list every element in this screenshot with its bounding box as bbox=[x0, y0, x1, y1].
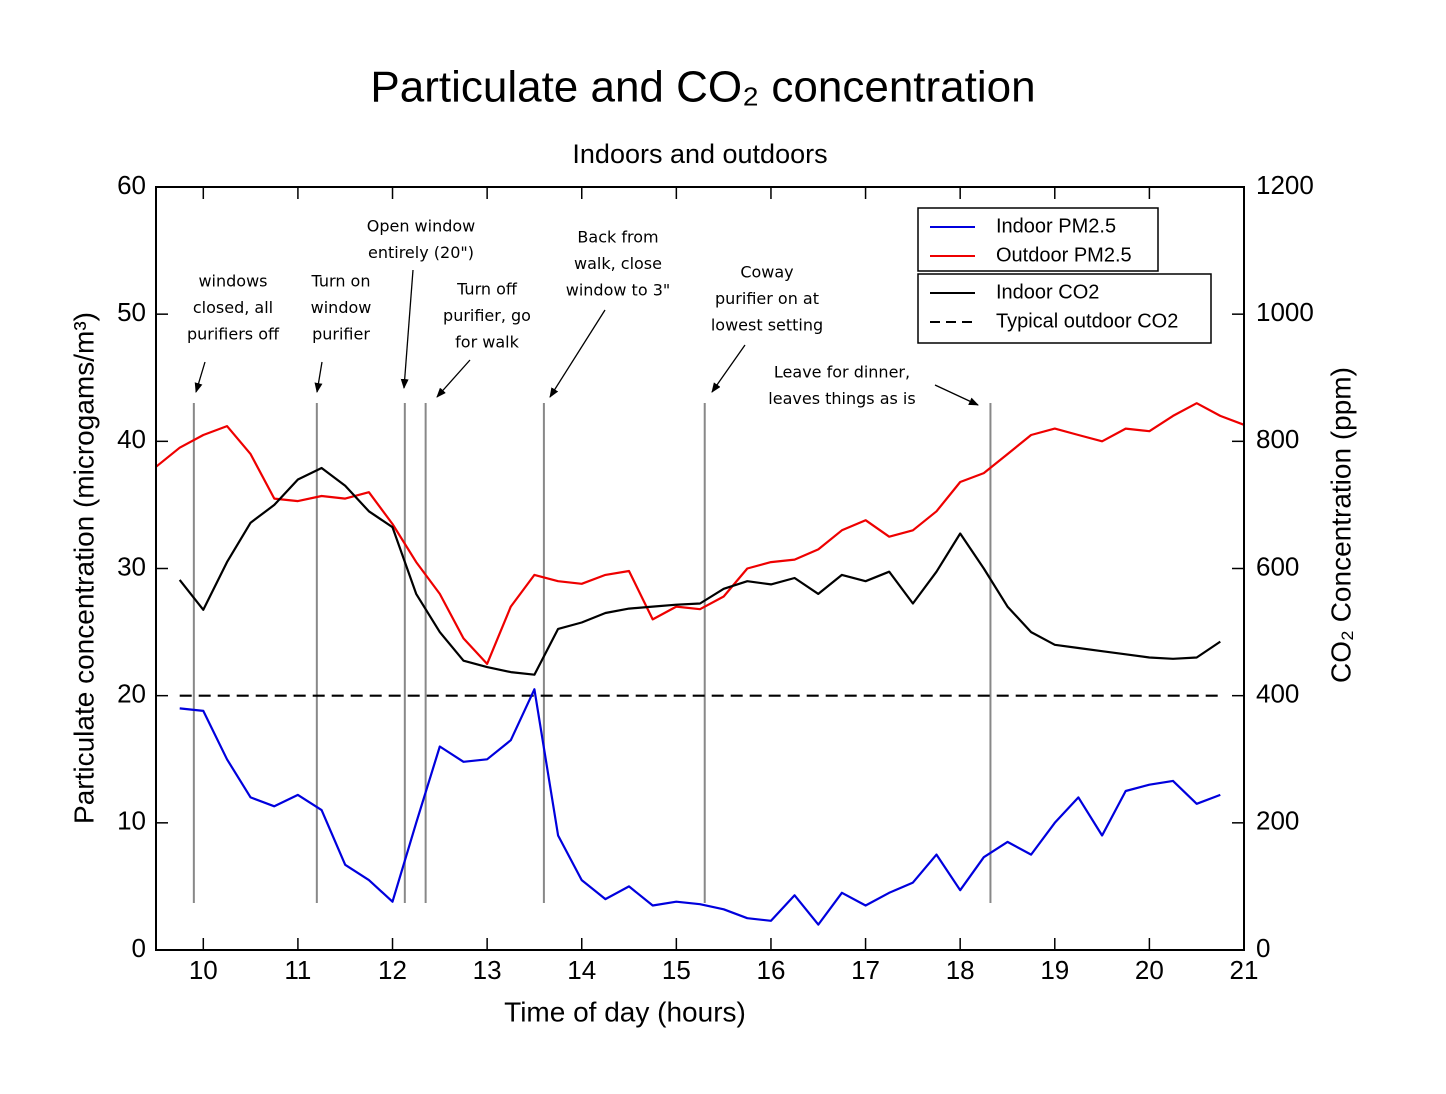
y-tick-label: 50 bbox=[117, 297, 146, 327]
plot-frame bbox=[155, 186, 1245, 951]
annotation: window to 3" bbox=[566, 281, 670, 300]
legend-label: Indoor PM2.5 bbox=[996, 215, 1116, 237]
legend-box bbox=[917, 207, 1159, 272]
annotation: purifiers off bbox=[187, 325, 280, 344]
series-line bbox=[178, 466, 1221, 676]
y2-axis-label: CO₂ Concentration (ppm) bbox=[1325, 367, 1356, 683]
chart-title: Particulate and CO₂ concentration bbox=[370, 63, 1035, 112]
x-tick-label: 10 bbox=[189, 955, 218, 985]
chart-subtitle: Indoors and outdoors bbox=[572, 139, 827, 169]
annotation: Open window bbox=[367, 217, 476, 236]
x-tick-label: 14 bbox=[567, 955, 596, 985]
y2-tick-label: 0 bbox=[1256, 933, 1270, 963]
annotation: closed, all bbox=[193, 298, 273, 317]
y2-tick-label: 1200 bbox=[1256, 170, 1314, 200]
series-line bbox=[179, 688, 1221, 926]
y2-tick-label: 600 bbox=[1256, 551, 1299, 581]
annotation-arrow bbox=[549, 309, 606, 398]
annotation: entirely (20") bbox=[368, 243, 474, 262]
annotation: purifier on at bbox=[715, 289, 819, 308]
annotation-arrow bbox=[934, 384, 979, 406]
annotation: Coway bbox=[740, 263, 793, 282]
annotation: Turn on bbox=[311, 272, 371, 291]
x-tick-label: 11 bbox=[284, 955, 311, 985]
x-tick-label: 21 bbox=[1230, 955, 1259, 985]
legend-label: Indoor CO2 bbox=[996, 281, 1099, 303]
annotation-arrow bbox=[711, 344, 746, 393]
y2-tick-label: 400 bbox=[1256, 679, 1299, 709]
annotation-arrow bbox=[436, 359, 471, 398]
x-axis-label: Time of day (hours) bbox=[504, 996, 746, 1027]
x-tick-label: 16 bbox=[756, 955, 785, 985]
annotation: Turn off bbox=[456, 280, 518, 299]
legend-label: Outdoor PM2.5 bbox=[996, 244, 1132, 266]
annotation-arrow bbox=[314, 361, 323, 393]
y-tick-label: 20 bbox=[117, 679, 146, 709]
annotation: purifier, go bbox=[443, 306, 531, 325]
y-tick-label: 60 bbox=[117, 170, 146, 200]
y2-tick-label: 1000 bbox=[1256, 297, 1314, 327]
x-tick-label: 13 bbox=[473, 955, 502, 985]
x-tick-label: 12 bbox=[378, 955, 407, 985]
y-tick-label: 10 bbox=[117, 806, 146, 836]
y-tick-label: 40 bbox=[117, 424, 146, 454]
y-axis-label: Particulate concentration (microgams/m³) bbox=[68, 312, 99, 824]
legend-label: Typical outdoor CO2 bbox=[996, 310, 1178, 332]
annotation: walk, close bbox=[574, 254, 662, 273]
annotation: Leave for dinner, bbox=[774, 363, 910, 382]
y2-tick-label: 200 bbox=[1256, 806, 1299, 836]
x-tick-label: 19 bbox=[1040, 955, 1069, 985]
annotation: for walk bbox=[455, 333, 519, 352]
x-tick-label: 18 bbox=[946, 955, 975, 985]
annotation: windows bbox=[198, 272, 267, 291]
x-tick-label: 20 bbox=[1135, 955, 1164, 985]
x-tick-label: 17 bbox=[851, 955, 880, 985]
annotation: lowest setting bbox=[711, 316, 823, 335]
series-line bbox=[155, 402, 1245, 665]
annotation: Back from bbox=[577, 228, 658, 247]
y2-tick-label: 800 bbox=[1256, 424, 1299, 454]
annotation: purifier bbox=[312, 325, 370, 344]
legend-box bbox=[917, 273, 1212, 344]
annotation: leaves things as is bbox=[768, 389, 915, 408]
annotation-arrow bbox=[194, 361, 206, 393]
annotation-arrow bbox=[400, 269, 414, 389]
y-tick-label: 30 bbox=[117, 551, 146, 581]
x-tick-label: 15 bbox=[662, 955, 691, 985]
y-tick-label: 0 bbox=[132, 933, 146, 963]
annotation: window bbox=[311, 298, 372, 317]
